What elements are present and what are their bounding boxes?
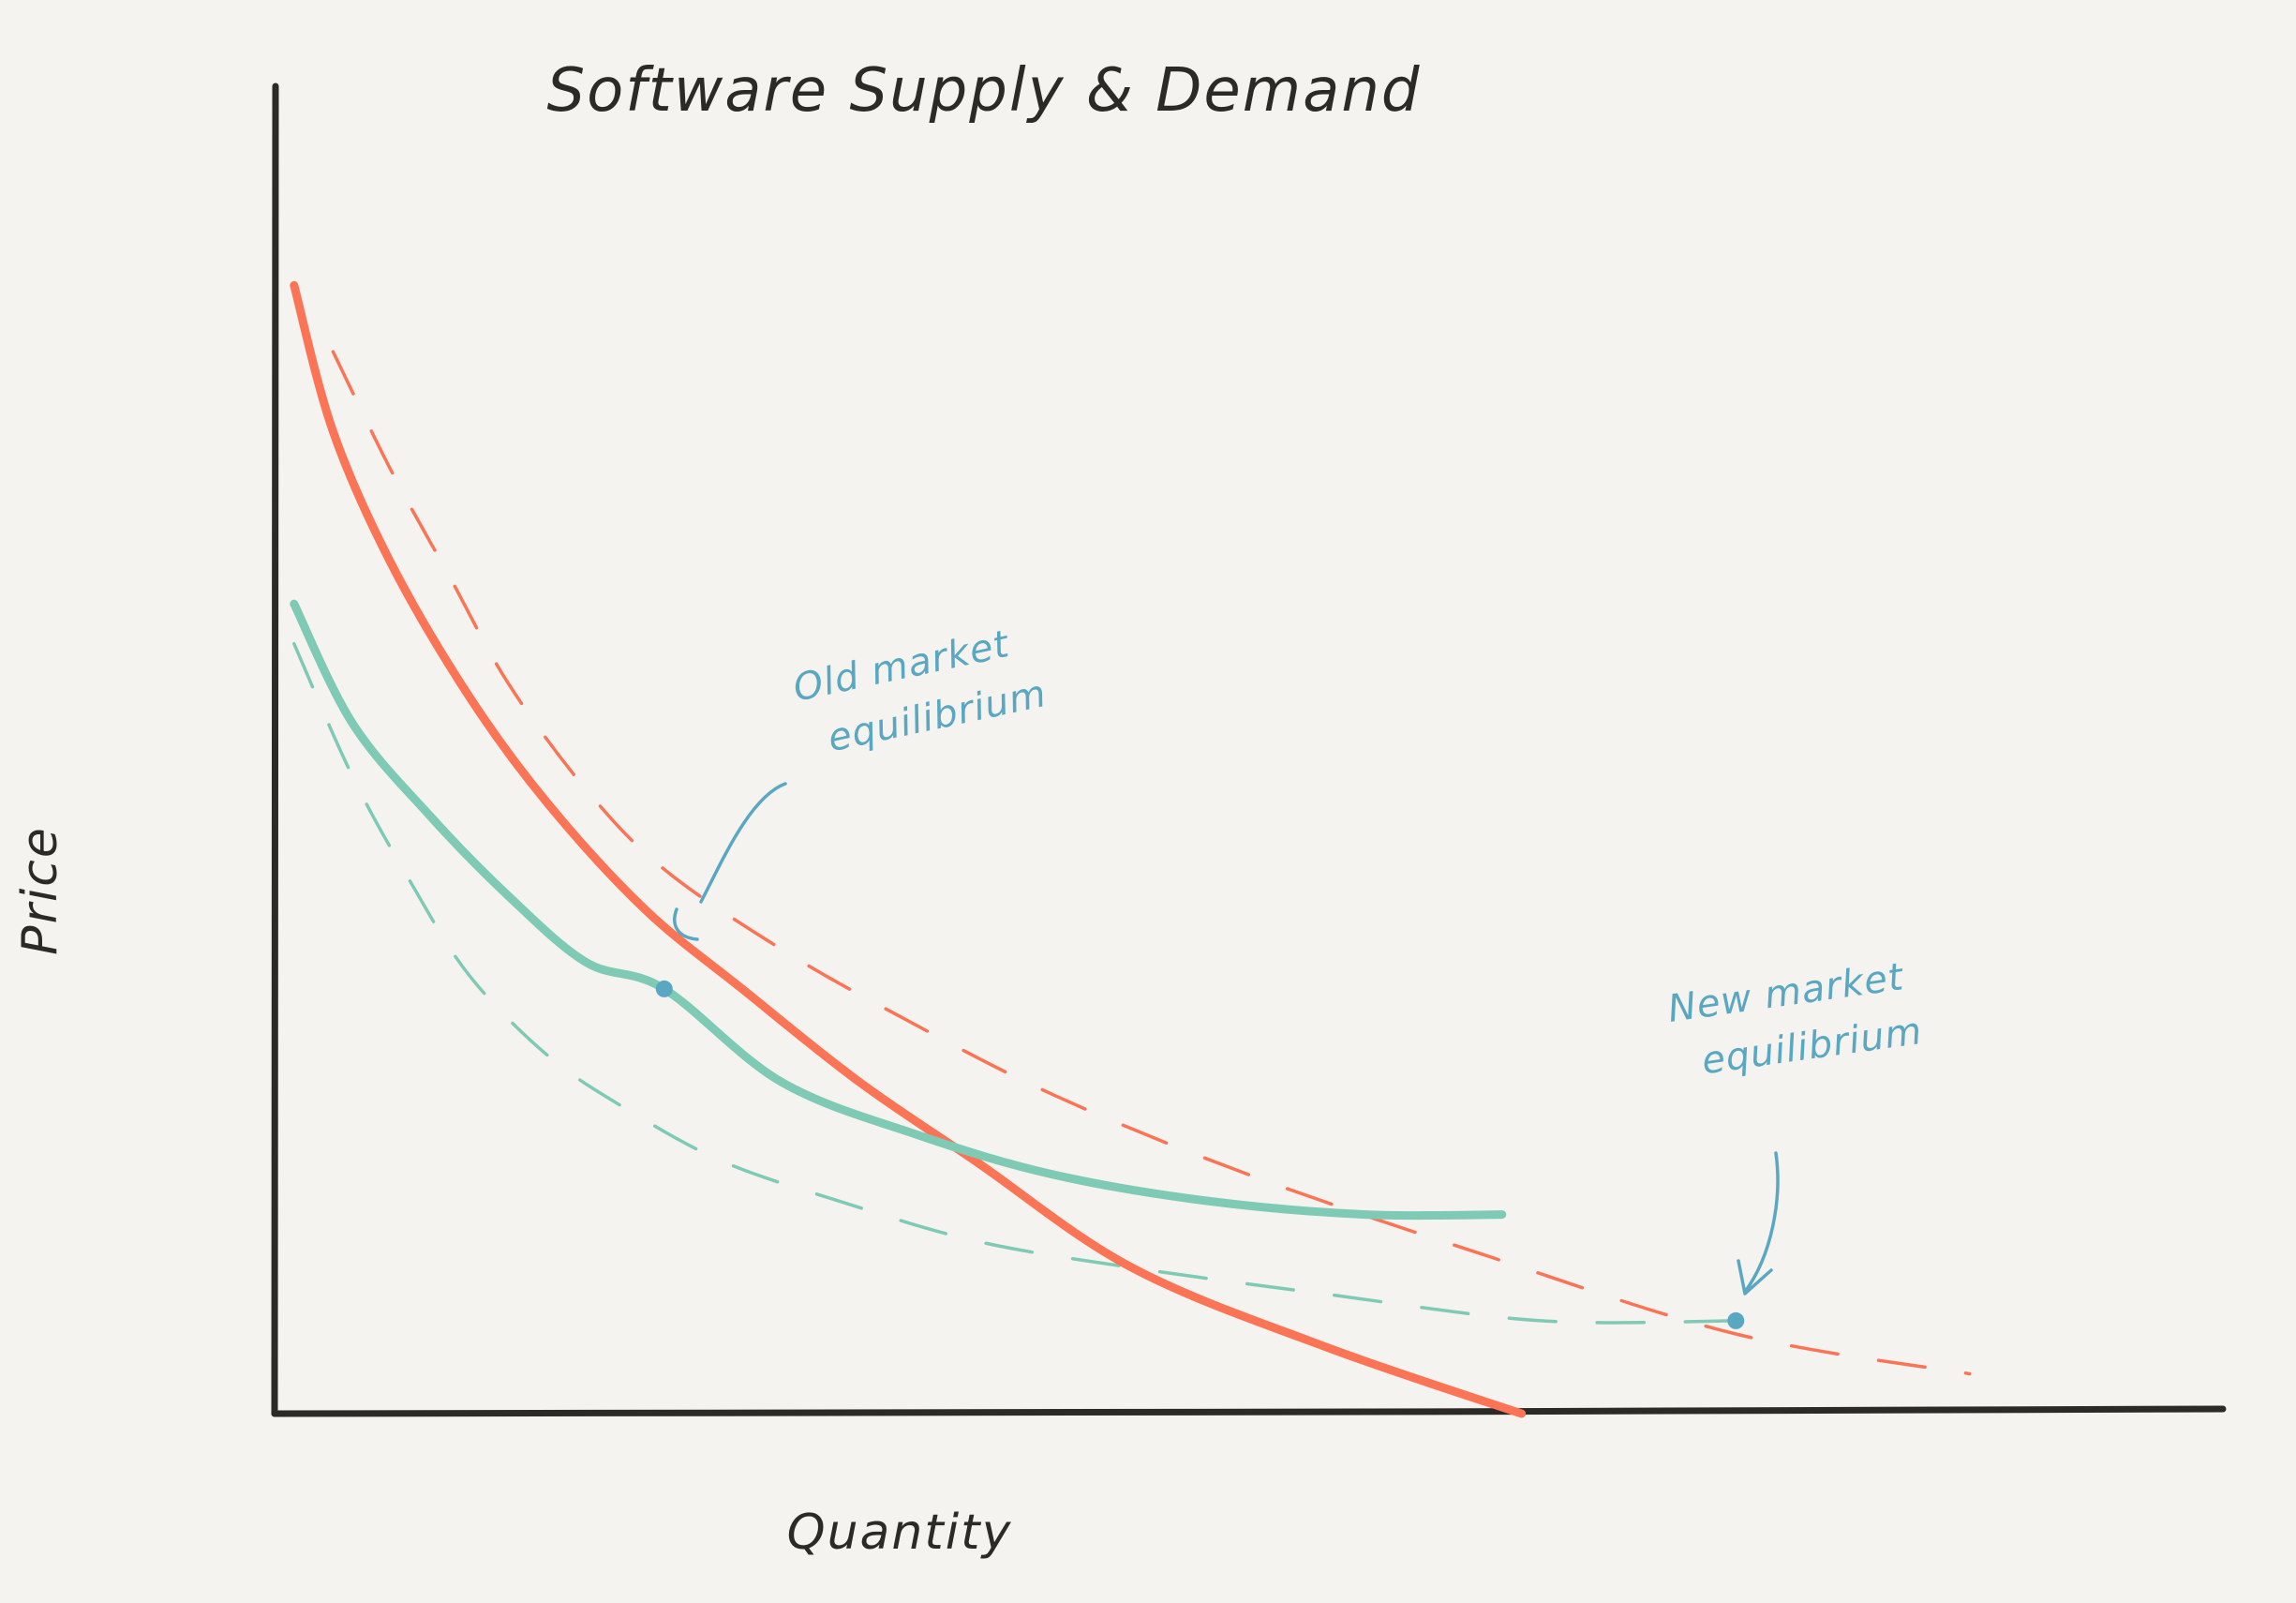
series-line-3-dashed <box>292 641 1738 1325</box>
equilibrium-points <box>655 980 1745 1329</box>
annotation-arrows <box>673 782 1780 1296</box>
curves-layer <box>290 280 1972 1418</box>
y-axis-label: Price <box>12 826 68 955</box>
chart-title: Software Supply & Demand <box>546 56 1421 126</box>
series-line-2-solid <box>290 599 1507 1221</box>
new-equilibrium-arrow <box>1743 1151 1780 1294</box>
series-line-0-solid <box>290 280 1527 1418</box>
old-equilibrium-arrow <box>699 782 787 904</box>
axes <box>271 82 2227 1417</box>
new-equilibrium-arrow-head <box>1737 1259 1773 1296</box>
series-line-1-dashed <box>331 350 1972 1376</box>
x-axis-label: Quantity <box>787 1505 1013 1561</box>
x-axis-line <box>271 1405 2227 1417</box>
y-axis-line <box>271 82 279 1417</box>
old-equilibrium-arrow-head <box>673 907 699 941</box>
equilibrium-point-0 <box>655 980 673 997</box>
new-equilibrium-annotation: New market equilibrium <box>1665 955 1925 1083</box>
equilibrium-point-1 <box>1727 1311 1745 1329</box>
old-equilibrium-annotation: Old market equilibrium <box>790 622 1051 760</box>
